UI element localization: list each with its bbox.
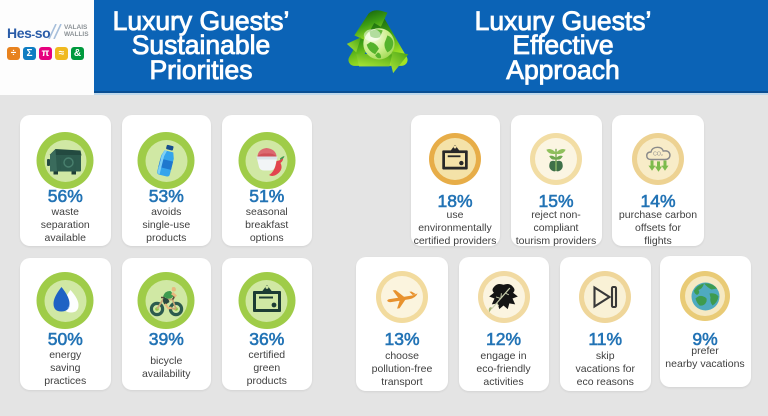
svg-text:CO₂: CO₂: [653, 151, 663, 157]
